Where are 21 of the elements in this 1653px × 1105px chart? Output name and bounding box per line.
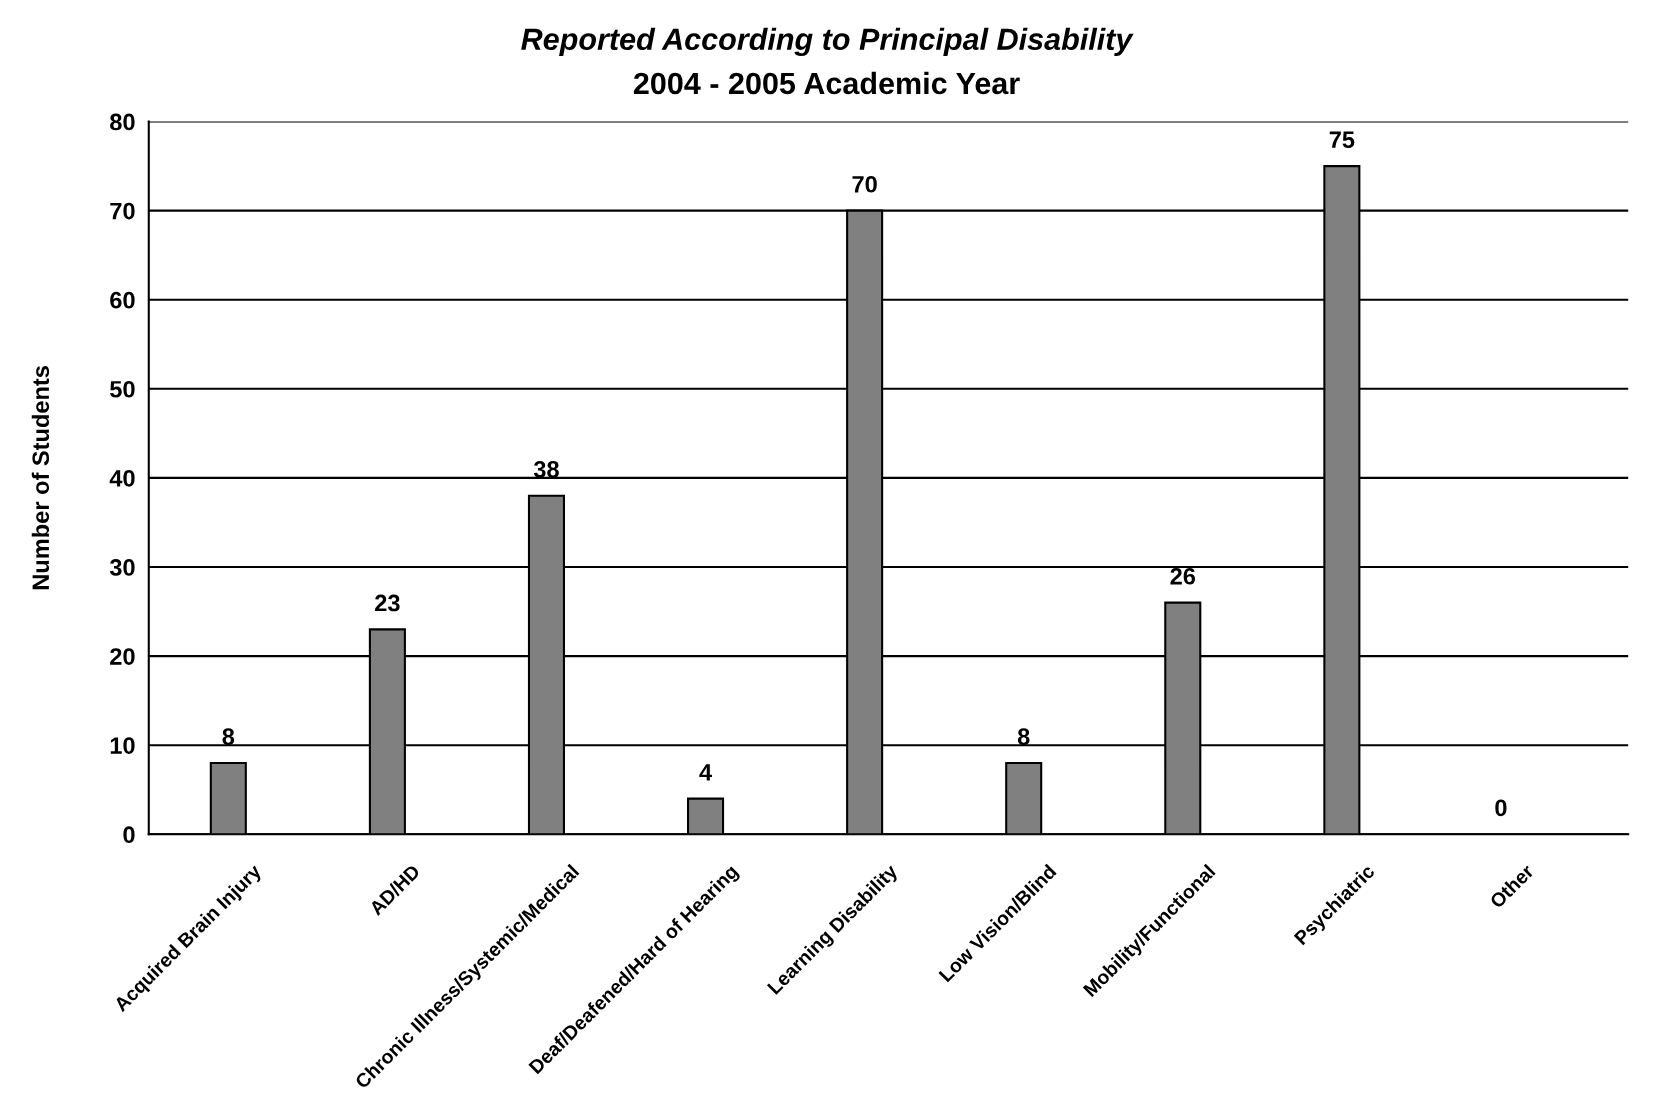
y-axis-title: Number of Students: [31, 366, 50, 590]
y-tick-label: 80: [110, 113, 135, 131]
y-tick-label: 70: [110, 202, 135, 220]
y-tick-label: 10: [110, 737, 135, 754]
data-label: 75: [1329, 131, 1355, 149]
y-tick-label: 20: [110, 648, 135, 665]
data-label: 4: [699, 764, 712, 781]
chart-title: Reported According to Principal Disability: [521, 27, 1134, 57]
data-label: 70: [852, 175, 877, 193]
y-tick-label: 0: [123, 826, 135, 844]
y-tick-label: 50: [110, 380, 135, 398]
data-label: 8: [1017, 728, 1030, 745]
chart-subtitle: 2004 - 2005 Academic Year: [633, 71, 1020, 95]
y-tick-label: 60: [110, 291, 135, 309]
data-label: 8: [222, 728, 235, 745]
data-label: 26: [1170, 567, 1196, 585]
data-label: 0: [1495, 799, 1507, 817]
data-label: 38: [533, 460, 559, 478]
data-label: 23: [375, 594, 400, 612]
y-tick-label: 30: [109, 559, 135, 576]
y-tick-label: 40: [109, 469, 135, 487]
